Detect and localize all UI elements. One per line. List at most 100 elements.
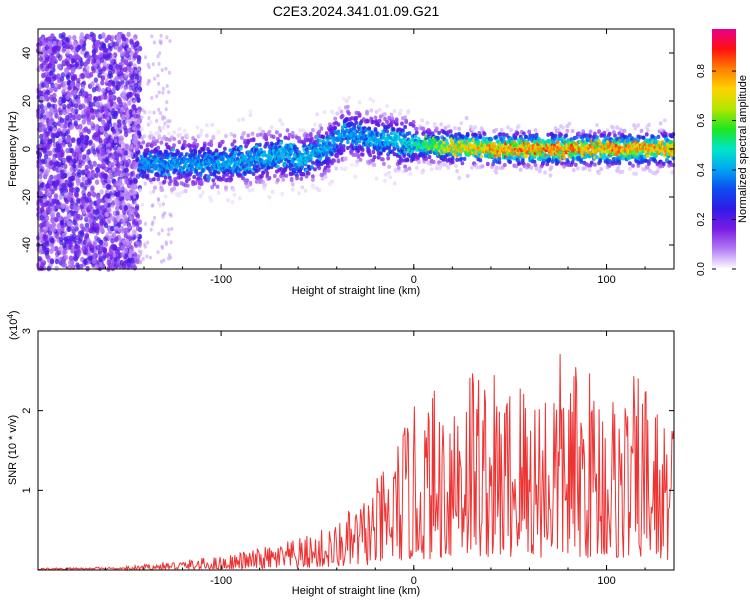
heatmap-cell (482, 131, 487, 137)
heatmap-cell (164, 107, 168, 112)
heatmap-cell (116, 67, 122, 73)
heatmap-cell (101, 255, 106, 261)
heatmap-cell (119, 50, 125, 57)
heatmap-cell (123, 86, 127, 91)
heatmap-cell (404, 120, 409, 125)
heatmap-cell (516, 124, 521, 129)
heatmap-cell (199, 179, 204, 185)
heatmap-cell (360, 147, 365, 152)
heatmap-cell (96, 95, 102, 102)
heatmap-cell (171, 148, 175, 152)
heatmap-cell (106, 178, 110, 183)
heatmap-cell (162, 179, 167, 184)
heatmap-cell (499, 128, 504, 133)
heatmap-cell (341, 148, 346, 153)
heatmap-cell (61, 89, 66, 95)
heatmap-cell (72, 233, 77, 240)
heatmap-cell (133, 113, 138, 119)
heatmap-cell (140, 115, 144, 120)
heatmap-cell (68, 241, 73, 247)
heatmap-cell (122, 172, 126, 177)
heatmap-cell (344, 116, 349, 122)
heatmap-cell (110, 194, 114, 199)
heatmap-cell (251, 171, 256, 176)
heatmap-cell (87, 197, 92, 203)
heatmap-cell (193, 151, 198, 156)
heatmap-cell (111, 232, 117, 238)
heatmap-cell (60, 261, 66, 268)
heatmap-cell (101, 66, 107, 72)
heatmap-cell (156, 54, 160, 59)
heatmap-cell (288, 166, 293, 171)
heatmap-cell (61, 47, 66, 54)
heatmap-cell (110, 260, 115, 267)
heatmap-cell (163, 121, 167, 126)
heatmap-cell (304, 174, 309, 179)
heatmap-cell (479, 154, 484, 159)
heatmap-cell (394, 122, 399, 127)
heatmap-cell (148, 255, 152, 260)
heatmap-cell (72, 163, 77, 169)
heatmap-cell (113, 103, 117, 108)
heatmap-cell (330, 151, 334, 157)
heatmap-cell (460, 161, 465, 166)
heatmap-cell (229, 132, 234, 137)
heatmap-cell (164, 137, 169, 142)
heatmap-cell (83, 139, 89, 146)
heatmap-cell (392, 108, 397, 113)
heatmap-cell (96, 163, 102, 170)
heatmap-cell (106, 116, 110, 121)
heatmap-cell (326, 139, 330, 143)
heatmap-cell (179, 159, 184, 165)
heatmap-cell (161, 202, 165, 207)
heatmap-cell (284, 173, 289, 178)
heatmap-cell (70, 200, 75, 206)
heatmap-cell (52, 97, 57, 103)
heatmap-cell (44, 240, 50, 246)
heatmap-cell (135, 217, 139, 222)
heatmap-cell (255, 133, 260, 138)
heatmap-cell (313, 167, 317, 172)
heatmap-cell (42, 158, 47, 165)
heatmap-cell (135, 173, 141, 179)
heatmap-cell (74, 243, 79, 250)
heatmap-cell (114, 133, 118, 138)
heatmap-cell (72, 254, 78, 261)
heatmap-cell (209, 172, 214, 177)
heatmap-cell (73, 204, 78, 210)
heatmap-cell (91, 48, 97, 55)
heatmap-cell (85, 155, 90, 162)
heatmap-cell (183, 189, 188, 194)
heatmap-cell (387, 164, 392, 169)
heatmap-cell (346, 104, 350, 109)
heatmap-cell (62, 80, 67, 87)
heatmap-cell (95, 101, 100, 107)
heatmap-cell (95, 194, 101, 201)
heatmap-cell (103, 222, 109, 229)
heatmap-cell (171, 161, 175, 165)
heatmap-cell (182, 139, 187, 145)
heatmap-cell (232, 192, 237, 197)
heatmap-cell (108, 174, 112, 179)
heatmap-cell (62, 85, 67, 91)
heatmap-cell (87, 172, 92, 179)
heatmap-cell (65, 37, 70, 43)
heatmap-cell (95, 222, 100, 229)
heatmap-cell (189, 170, 193, 175)
heatmap-cell (88, 101, 93, 107)
heatmap-cell (124, 179, 129, 185)
heatmap-cell (156, 145, 161, 150)
heatmap-cell (38, 191, 44, 198)
heatmap-cell (336, 159, 341, 164)
heatmap-cell (455, 157, 459, 162)
heatmap-cell (157, 133, 162, 139)
heatmap-cell (110, 68, 116, 75)
heatmap-cell (126, 39, 130, 44)
heatmap-cell (357, 139, 362, 144)
heatmap-cell (125, 119, 129, 124)
heatmap-cell (43, 105, 48, 111)
heatmap-cell (329, 147, 333, 152)
heatmap-cell (481, 136, 486, 141)
heatmap-cell (141, 140, 146, 145)
heatmap-cell (136, 58, 142, 65)
